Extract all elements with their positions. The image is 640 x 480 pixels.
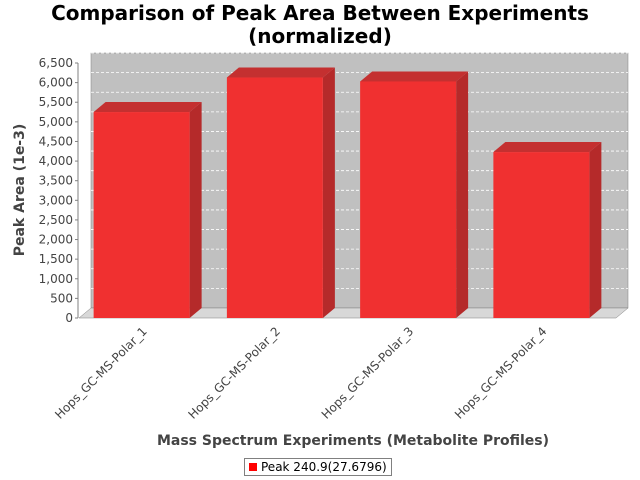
bar-front [93,112,190,319]
bar-top [360,71,469,82]
y-tick-label: 4,500 [39,134,73,148]
y-tick-label: 4,000 [39,154,73,168]
bar [93,102,202,319]
y-tick-label: 500 [50,291,73,305]
bar-front [493,152,590,318]
y-tick-label: 2,500 [39,213,73,227]
bar [360,71,469,318]
bar-top [226,67,335,78]
bar [493,142,602,318]
y-axis-title: Peak Area (1e-3) [12,124,28,257]
y-tick-label: 2,000 [39,233,73,247]
y-tick-label: 0 [65,311,73,325]
chart-title: Comparison of Peak Area Between Experime… [0,2,640,48]
bar-side [456,71,469,318]
bar-front [360,81,457,318]
y-tick-label: 6,000 [39,76,73,90]
legend-swatch [249,463,257,471]
bar-series [93,67,602,319]
x-tick-label: Hops_GC-MS-Polar_1 [52,324,150,422]
y-tick-label: 5,000 [39,115,73,129]
bar-front [226,77,323,318]
y-axis: 0 500 1,000 1,500 2,000 2,500 3,000 3,500 4,000 4… [39,56,79,325]
y-tick-label: 1,000 [39,272,73,286]
x-tick-label: Hops_GC-MS-Polar_4 [452,324,550,422]
x-tick-label: Hops_GC-MS-Polar_2 [185,324,283,422]
bar-side [322,67,335,318]
bar-top [93,102,202,113]
y-tick-label: 6,500 [39,56,73,70]
y-tick-label: 3,500 [39,174,73,188]
y-tick-label: 1,500 [39,252,73,266]
legend: Peak 240.9(27.6796) [244,458,392,476]
bar-side [589,142,602,318]
bar-top [493,142,602,153]
y-tick-label: 3,000 [39,193,73,207]
chart-subtitle: (normalized) [248,24,392,48]
legend-label: Peak 240.9(27.6796) [261,460,387,474]
x-axis-title: Mass Spectrum Experiments (Metabolite Pr… [157,433,549,449]
bar [226,67,335,318]
y-tick-label: 5,500 [39,95,73,109]
x-tick-label: Hops_GC-MS-Polar_3 [319,324,417,422]
bar-side [189,102,202,319]
chart-title-main: Comparison of Peak Area Between Experime… [51,1,589,25]
x-axis: Hops_GC-MS-Polar_1 Hops_GC-MS-Polar_2 Hops… [52,324,549,422]
